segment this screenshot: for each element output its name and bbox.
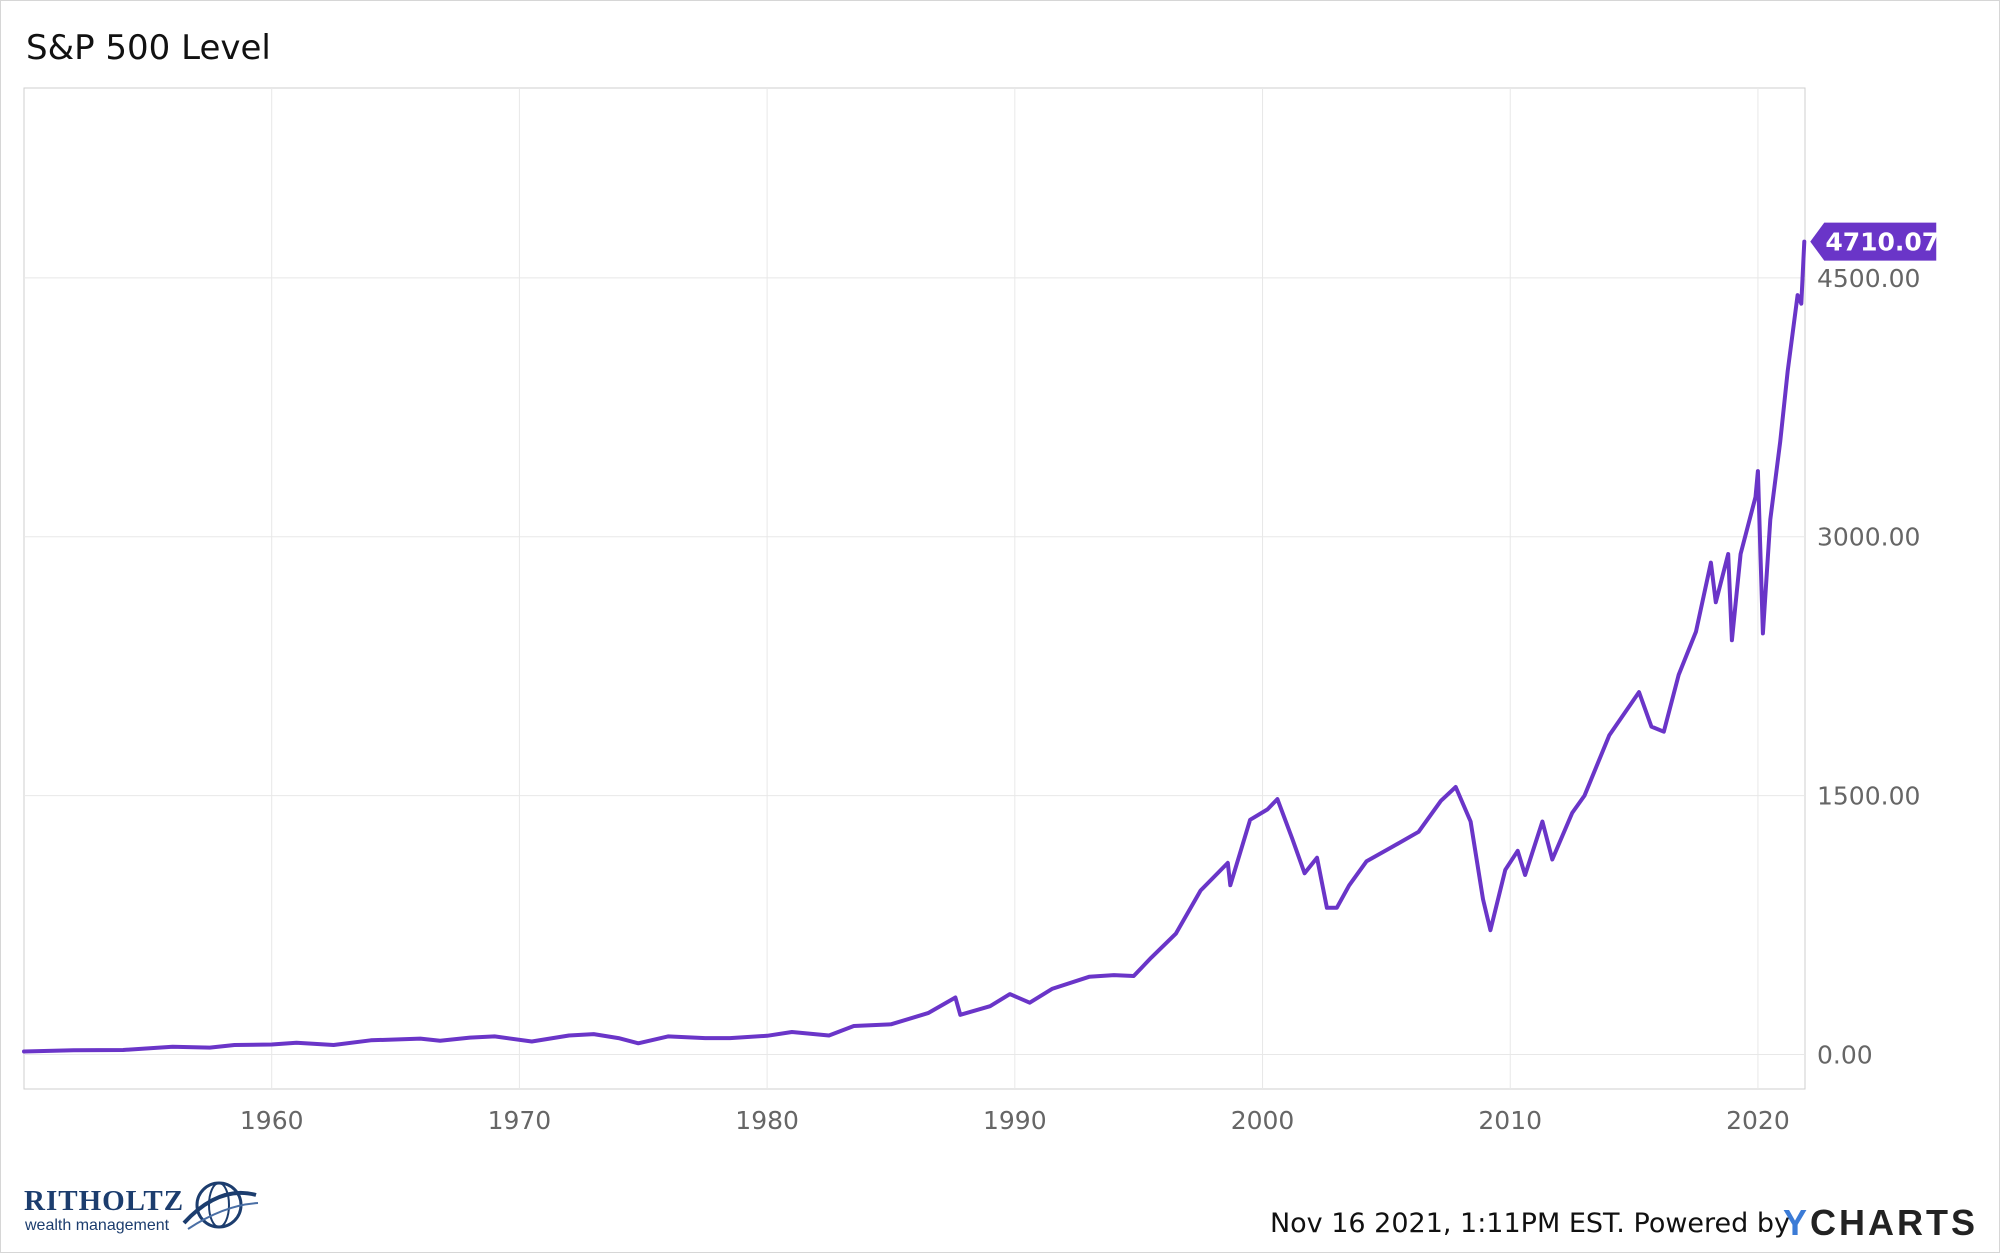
brand-subtitle: wealth management [25,1217,170,1234]
x-tick-label: 1960 [240,1106,304,1135]
x-tick-label: 1970 [488,1106,552,1135]
ritholtz-logo: RITHOLTZ wealth management [24,1175,259,1235]
ycharts-logo[interactable]: YCHARTS [1783,1202,1978,1244]
axis-layer: 1960 1970 1980 1990 2000 2010 2020 0.00 1500.00 3… [240,264,1920,1135]
y-tick-label: 0.00 [1817,1040,1873,1069]
footer-timestamp: Nov 16 2021, 1:11PM EST. Powered by [1270,1208,1790,1239]
last-value-flag [1810,222,1937,261]
grid-layer [23,87,1806,1090]
label-layer: 4710.07 [1810,222,1939,261]
series-layer [22,239,1807,1054]
y-tick-label: 3000.00 [1817,523,1920,552]
x-tick-label: 2000 [1231,1106,1295,1135]
y-tick-label: 4500.00 [1817,264,1920,293]
x-tick-label: 2010 [1478,1106,1542,1135]
y-tick-label: 1500.00 [1817,782,1920,811]
brand-name: RITHOLTZ [24,1185,185,1217]
x-tick-label: 2020 [1726,1106,1790,1135]
sp500-series-line [22,239,1807,1054]
x-tick-label: 1990 [983,1106,1047,1135]
plot-border [23,87,1806,1090]
ycharts-logo-text: CHARTS [1810,1202,1978,1243]
footer-powered-by: Powered by [1633,1208,1791,1239]
ycharts-logo-y: Y [1782,1202,1810,1243]
globe-emblem-icon [182,1181,259,1230]
chart-title: S&P 500 Level [26,28,271,68]
footer-date: Nov 16 2021, 1:11PM EST. [1269,1208,1625,1239]
x-tick-label: 1980 [735,1106,799,1135]
last-value-label: 4710.07 [1825,228,1939,257]
